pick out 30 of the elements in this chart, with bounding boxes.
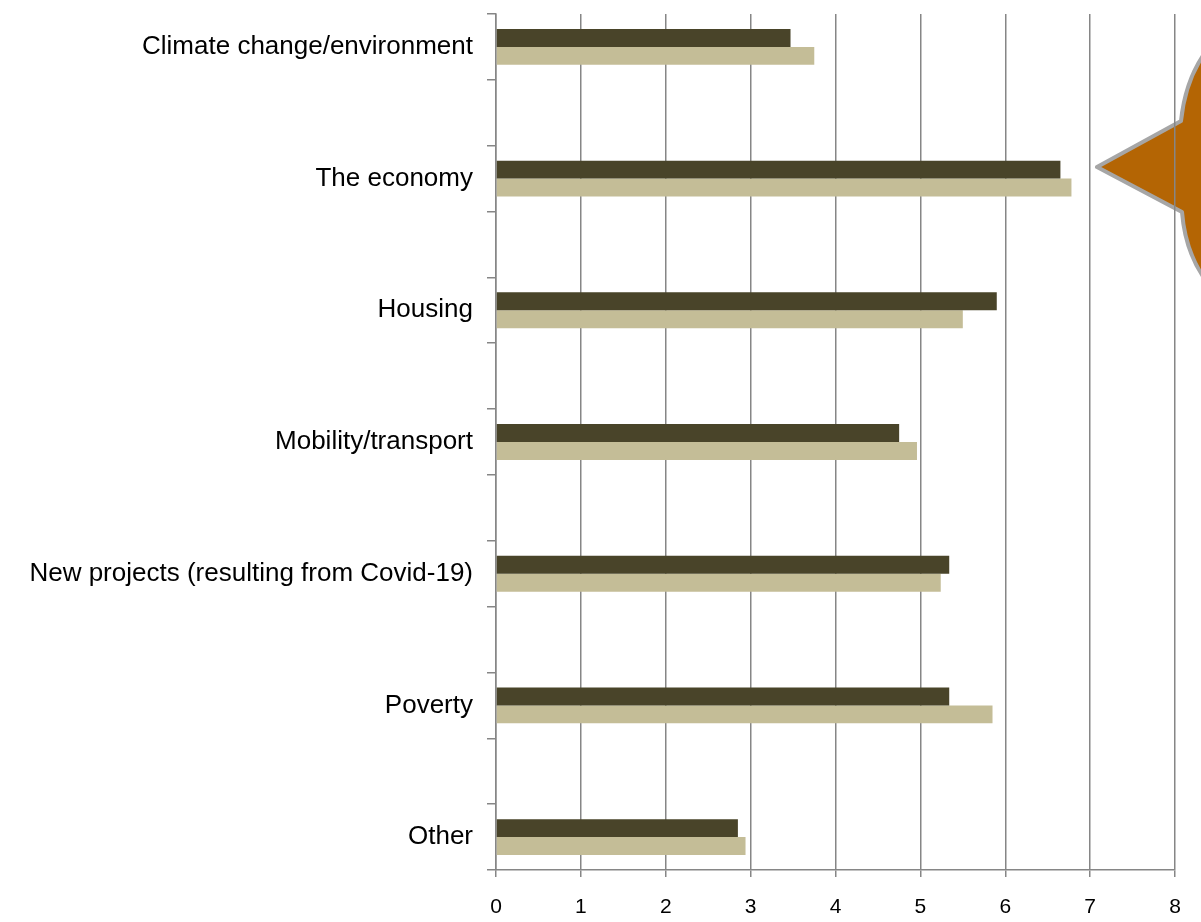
y-tick-label: Climate change/environment [142,30,474,61]
bar [496,705,993,724]
y-tick-label: Mobility/transport [275,425,474,456]
bar [496,46,815,65]
bar [496,573,941,592]
y-tick-label: Poverty [384,688,473,719]
bar [496,178,1072,197]
bar [496,442,917,460]
x-tick-label: 4 [829,894,842,918]
bar [496,837,746,856]
y-tick-label: Housing [377,293,473,324]
y-tick-label: New projects (resulting from Covid-19) [29,556,473,587]
x-tick-label: 2 [659,894,672,918]
y-tick-label: Other [407,820,474,851]
bar [496,160,1061,179]
x-tick-label: 1 [575,894,587,918]
bar [496,310,963,329]
x-tick-label: 8 [1169,894,1181,918]
x-tick-label: 0 [490,894,502,918]
y-tick-label: The economy [315,161,473,192]
bar [496,28,791,47]
bar [496,424,900,442]
x-tick-label: 5 [914,894,927,918]
bar [496,292,997,311]
x-tick-label: 3 [744,894,757,918]
bar [496,687,950,706]
bar [496,555,950,574]
x-tick-label: 6 [999,894,1012,918]
x-tick-label: 7 [1084,894,1096,918]
bar [496,819,738,838]
